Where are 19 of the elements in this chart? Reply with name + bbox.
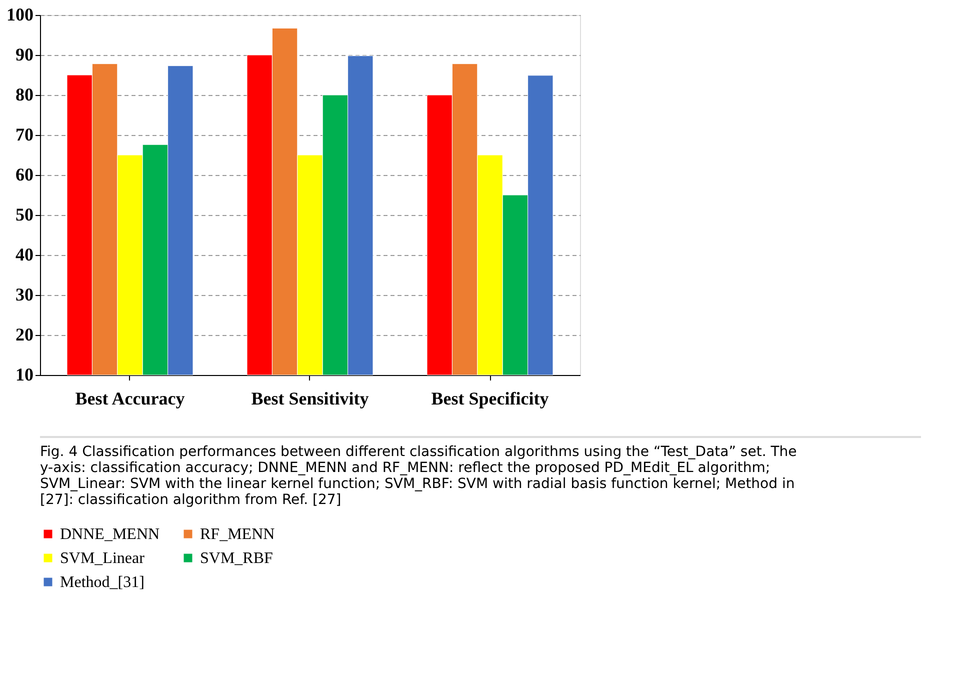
- y-tick-label: 10: [16, 364, 34, 384]
- x-tick-label: Best Sensitivity: [251, 388, 369, 408]
- y-tick-label: 50: [16, 204, 34, 224]
- y-tick-label: 20: [16, 324, 34, 344]
- legend-label: SVM_Linear: [60, 550, 146, 567]
- y-tick-label: 60: [16, 164, 34, 184]
- y-tick-label: 30: [16, 284, 34, 304]
- y-tick-label: 70: [16, 124, 34, 144]
- caption: Fig. 4 Classification performances between different classification algorithms using the “Test_Data” set. The y-axis: classification accuracy; DNNE_MENN and RF_MENN: reflect the proposed PD_MEdit_EL algorithm; SVM_Linear: SVM with the linear kernel function; SVM_RBF: SVM with radial basis function kernel; Method in [27]: classification algorithm from Ref. [27]: [40, 444, 797, 508]
- legend-label: RF_MENN: [200, 526, 276, 543]
- legend-label: Method_[31]: [60, 574, 144, 591]
- y-tick-label: 100: [6, 4, 34, 24]
- y-tick-label: 40: [16, 244, 34, 264]
- legend-label: SVM_RBF: [200, 550, 274, 567]
- x-tick-label: Best Accuracy: [75, 388, 185, 408]
- x-tick-label: Best Specificity: [431, 388, 549, 408]
- y-tick-label: 90: [16, 44, 34, 64]
- legend-label: DNNE_MENN: [60, 526, 160, 543]
- y-tick-label: 80: [16, 84, 34, 104]
